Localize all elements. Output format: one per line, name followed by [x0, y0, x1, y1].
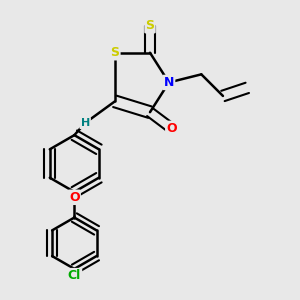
Text: N: N [164, 76, 174, 89]
Text: S: S [110, 46, 119, 59]
Text: H: H [80, 118, 90, 128]
Text: Cl: Cl [68, 269, 81, 282]
Text: S: S [146, 19, 154, 32]
Text: O: O [166, 122, 177, 135]
Text: O: O [69, 191, 80, 204]
